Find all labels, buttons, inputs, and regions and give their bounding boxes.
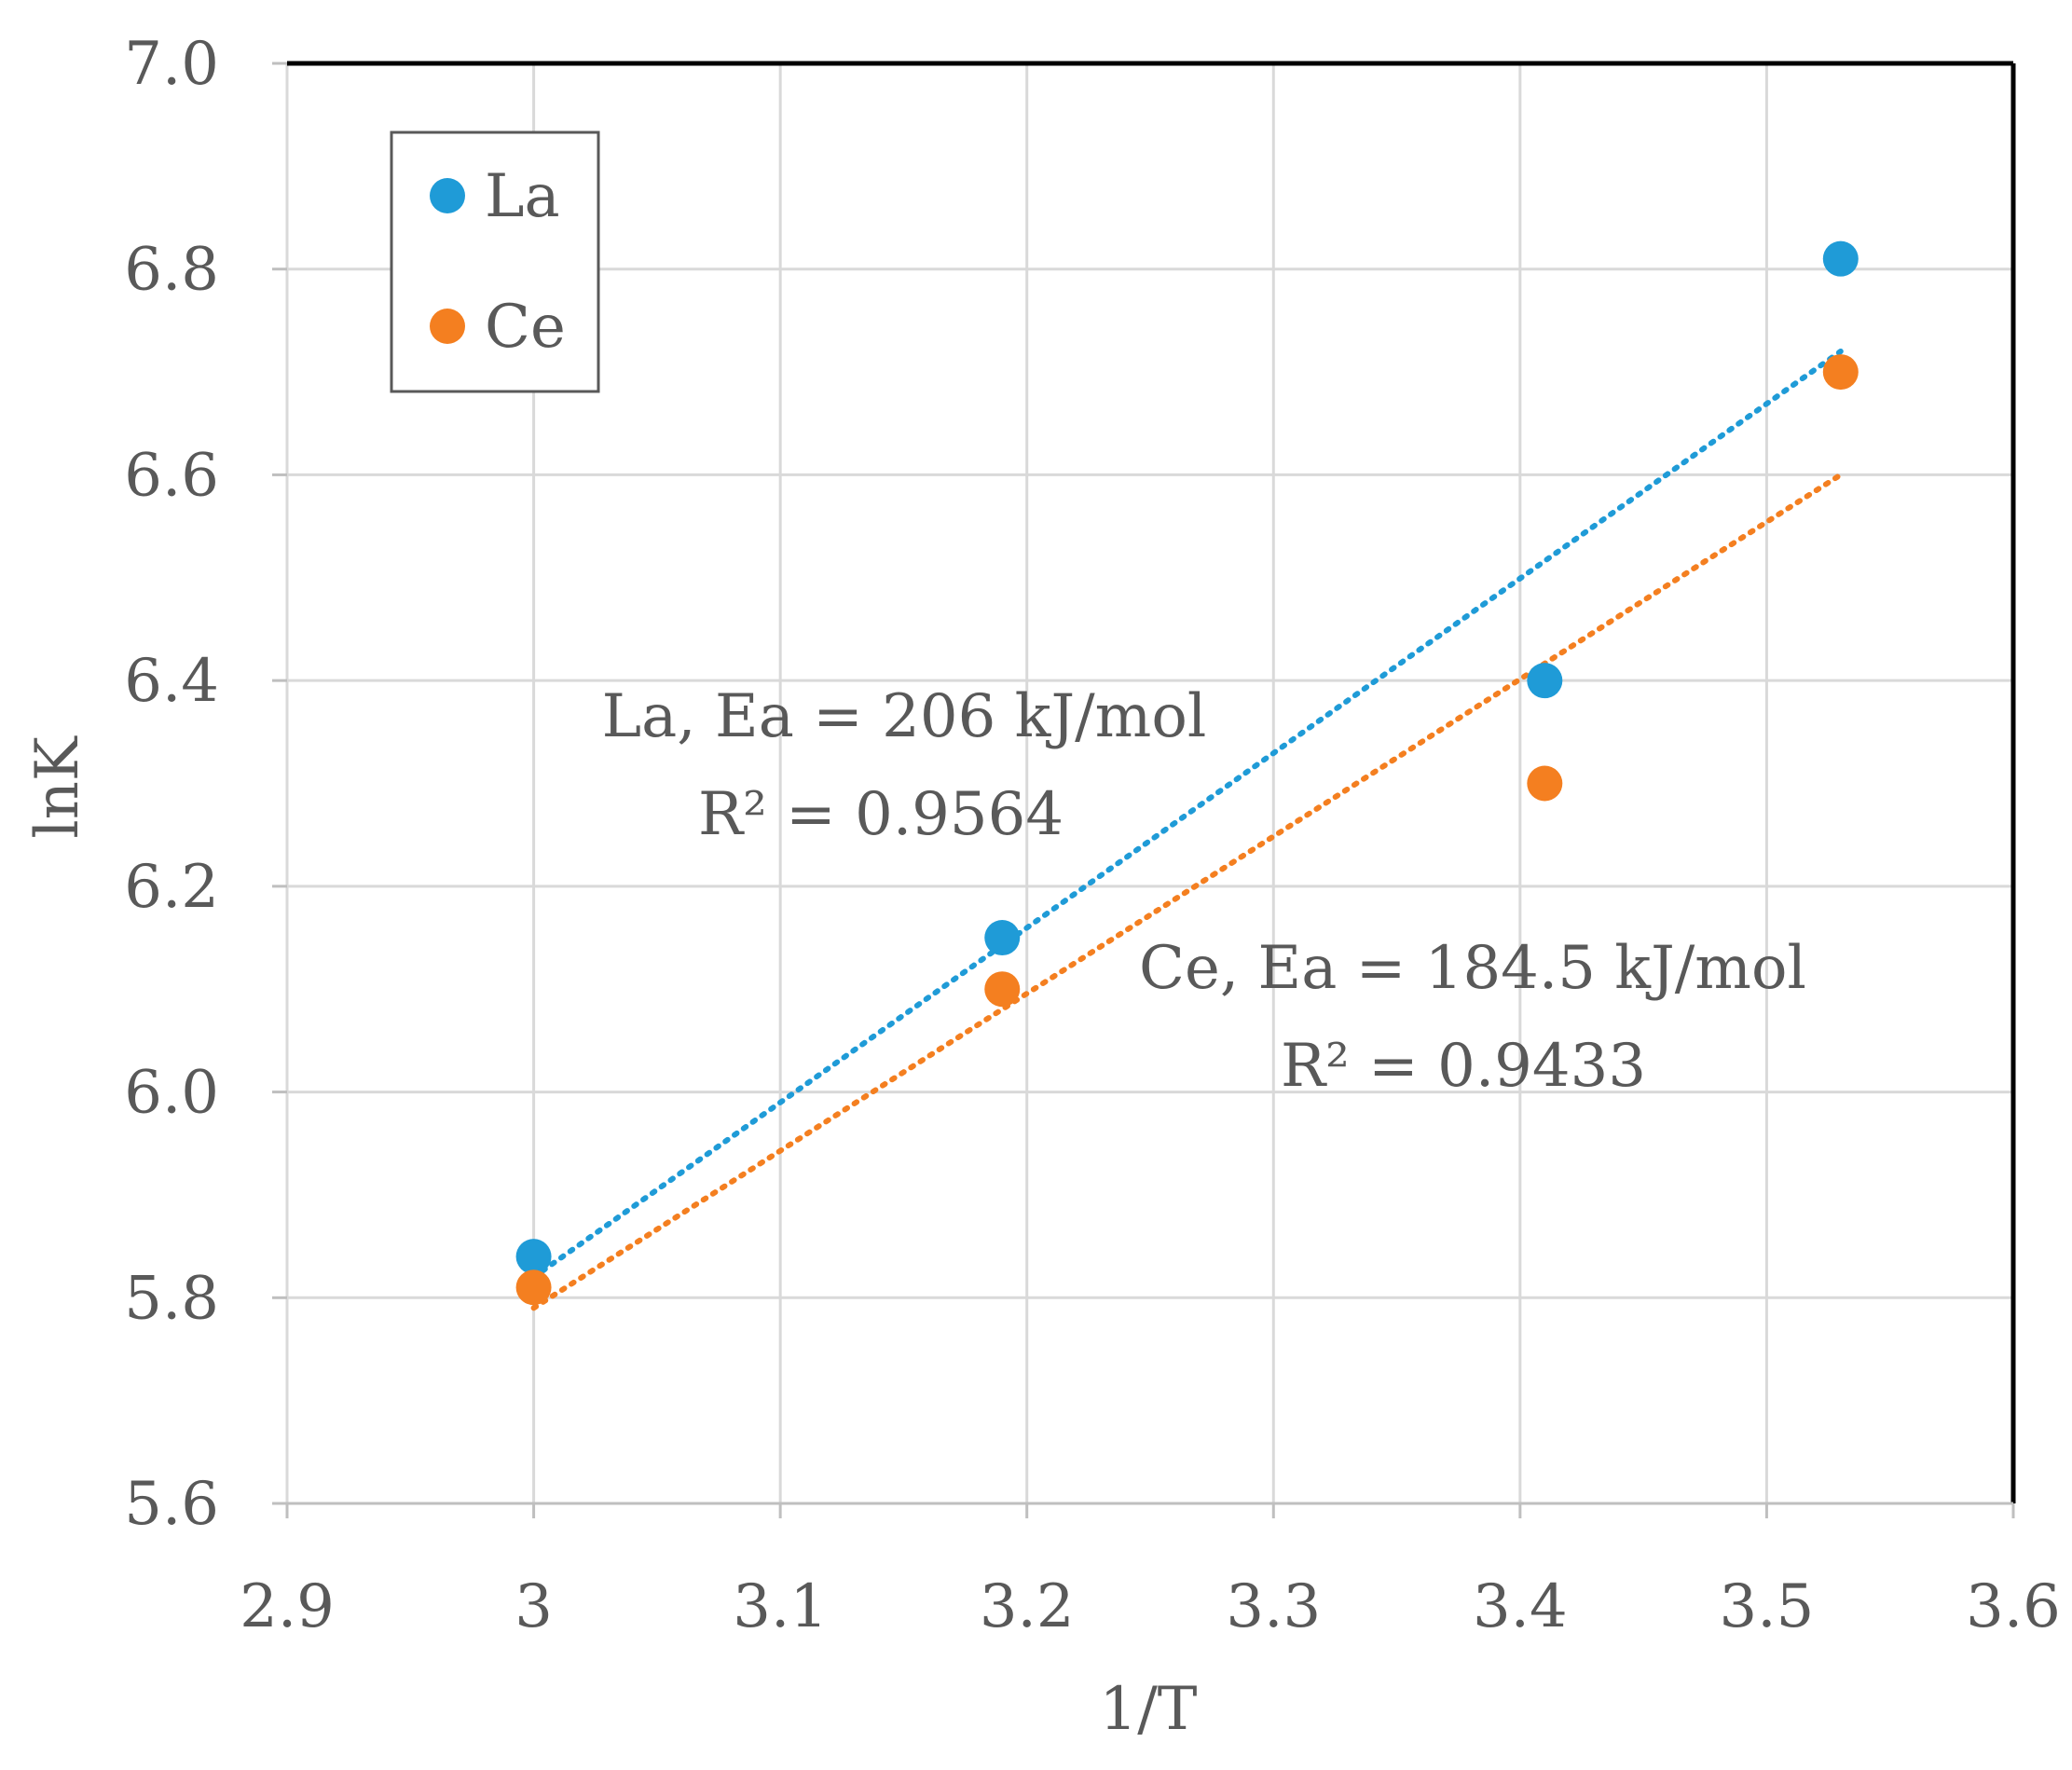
x-tick-label: 2.9 [240,1572,335,1641]
annotation-la-ea: La, Ea = 206 kJ/mol [602,682,1207,751]
legend-label-la: La [485,162,560,231]
y-tick-label: 6.6 [124,441,219,510]
x-tick-label: 3.1 [733,1572,828,1641]
point-ce [515,1269,552,1306]
grid [285,62,2015,1505]
y-tick-label: 6.2 [124,853,219,922]
point-la [1527,663,1563,699]
x-tick-label: 3 [515,1572,553,1641]
point-ce [1822,354,1859,391]
point-la [515,1239,552,1275]
point-ce [984,971,1021,1008]
y-tick-label: 6.0 [124,1059,219,1128]
tick-labels: 2.9 3 3.1 3.2 3.3 3.4 3.5 3.6 5.6 5.8 6.0 6.2 6.4 6.6… [124,30,2061,1641]
x-axis-title: 1/T [1100,1675,1198,1744]
legend-box [390,130,600,393]
x-tick-label: 3.6 [1966,1572,2061,1641]
annotation-la-r2: R² = 0.9564 [698,780,1063,849]
x-tick-label: 3.4 [1473,1572,1568,1641]
annotation-ce-ea: Ce, Ea = 184.5 kJ/mol [1139,934,1806,1003]
data-points [515,240,1859,1306]
point-ce [1527,765,1563,802]
legend-marker-ce [430,309,465,344]
y-tick-label: 5.8 [124,1264,219,1333]
legend: La Ce [390,130,600,393]
legend-marker-la [430,178,465,213]
x-tick-label: 3.2 [980,1572,1075,1641]
trendline-ce [530,472,1844,1311]
annotation-ce: Ce, Ea = 184.5 kJ/mol R² = 0.9433 [1139,934,1806,1101]
plot-frame [272,61,2016,1518]
trendline-la [530,349,1844,1281]
point-la [984,920,1021,956]
y-tick-label: 6.8 [124,236,219,305]
annotation-la: La, Ea = 206 kJ/mol R² = 0.9564 [602,682,1207,849]
trendlines [530,349,1844,1311]
x-tick-label: 3.3 [1226,1572,1321,1641]
y-tick-label: 5.6 [124,1470,219,1539]
point-la [1822,240,1859,277]
legend-label-ce: Ce [485,293,566,362]
y-axis-title: lnK [23,735,92,839]
y-tick-label: 6.4 [124,647,219,716]
x-tick-label: 3.5 [1720,1572,1815,1641]
y-tick-label: 7.0 [124,30,219,99]
annotation-ce-r2: R² = 0.9433 [1281,1032,1646,1101]
